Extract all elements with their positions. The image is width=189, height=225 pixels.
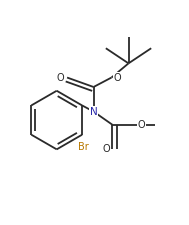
Text: O: O xyxy=(102,144,110,154)
Text: O: O xyxy=(57,72,64,83)
Text: O: O xyxy=(138,120,146,130)
Text: O: O xyxy=(113,72,121,83)
Text: Br: Br xyxy=(78,142,88,152)
Text: N: N xyxy=(90,107,98,117)
